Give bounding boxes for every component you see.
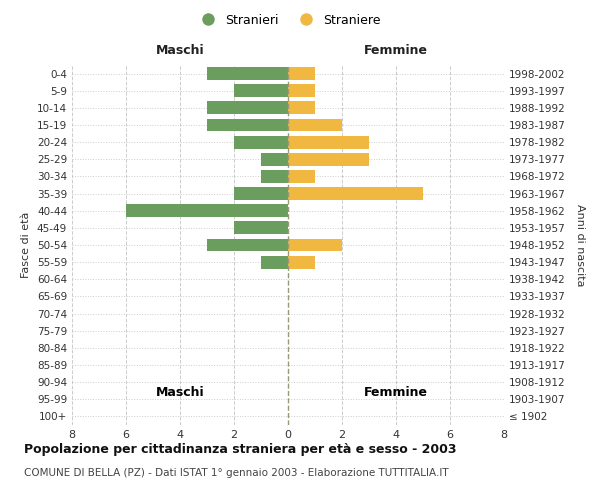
Text: Popolazione per cittadinanza straniera per età e sesso - 2003: Popolazione per cittadinanza straniera p… [24, 442, 457, 456]
Text: Maschi: Maschi [155, 386, 205, 399]
Bar [288, 170, 315, 183]
Bar [261, 256, 288, 268]
Bar [126, 204, 288, 217]
Bar [234, 222, 288, 234]
Bar [288, 102, 315, 114]
Bar [261, 153, 288, 166]
Bar [234, 136, 288, 148]
Bar [207, 67, 288, 80]
Bar [207, 118, 288, 132]
Bar [261, 170, 288, 183]
Legend: Stranieri, Straniere: Stranieri, Straniere [190, 8, 386, 32]
Text: Femmine: Femmine [364, 386, 428, 399]
Bar [288, 153, 369, 166]
Bar [207, 102, 288, 114]
Y-axis label: Anni di nascita: Anni di nascita [575, 204, 585, 286]
Text: Femmine: Femmine [364, 44, 428, 57]
Text: Maschi: Maschi [155, 44, 205, 57]
Bar [288, 238, 342, 252]
Bar [288, 67, 315, 80]
Text: COMUNE DI BELLA (PZ) - Dati ISTAT 1° gennaio 2003 - Elaborazione TUTTITALIA.IT: COMUNE DI BELLA (PZ) - Dati ISTAT 1° gen… [24, 468, 449, 477]
Bar [288, 118, 342, 132]
Bar [234, 84, 288, 97]
Bar [288, 136, 369, 148]
Bar [288, 187, 423, 200]
Y-axis label: Fasce di età: Fasce di età [22, 212, 31, 278]
Bar [234, 187, 288, 200]
Bar [288, 84, 315, 97]
Bar [207, 238, 288, 252]
Bar [288, 256, 315, 268]
